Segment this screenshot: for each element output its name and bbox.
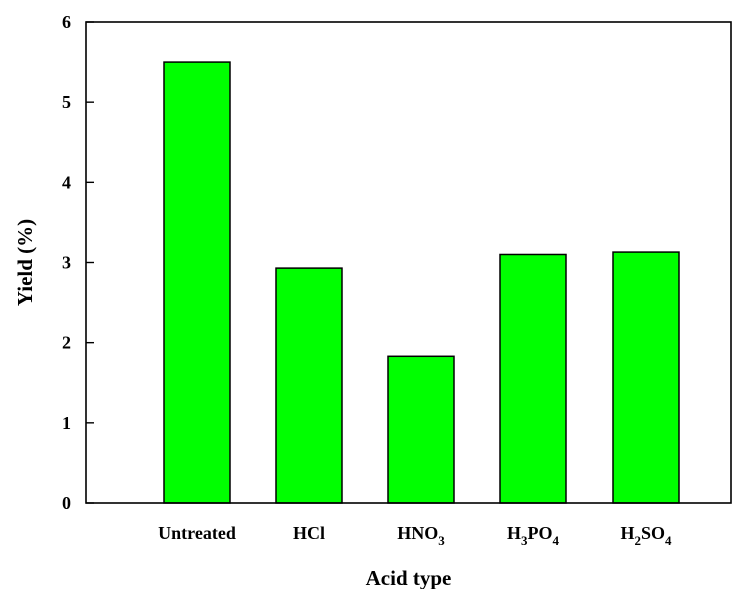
bars-group <box>163 61 680 504</box>
plot-frame <box>85 21 732 504</box>
y-tick-label-2: 2 <box>62 333 71 353</box>
bar-Untreated <box>163 61 231 504</box>
y-ticks-group: 0 1 2 3 4 5 6 <box>62 12 94 513</box>
y-tick-label-4: 4 <box>62 172 71 192</box>
x-tick-label-H3PO4: H3PO4 <box>507 523 560 548</box>
x-tick-label-Untreated: Untreated <box>158 523 236 543</box>
y-tick-label-1: 1 <box>62 413 71 433</box>
x-tick-label-H2SO4: H2SO4 <box>620 523 672 548</box>
x-axis-title: Acid type <box>366 566 452 589</box>
bar-H2SO4 <box>612 251 680 504</box>
x-tick-label-HCl: HCl <box>293 523 325 543</box>
x-tick-label-HNO3: HNO3 <box>397 523 445 548</box>
y-tick-label-3: 3 <box>62 253 71 273</box>
bar-HNO3 <box>387 355 455 504</box>
bar-HCl <box>275 267 343 504</box>
y-tick-label-5: 5 <box>62 92 71 112</box>
y-axis-title: Yield (%) <box>13 219 37 306</box>
x-labels-group: Untreated HCl HNO3 H3PO4 H2SO4 <box>158 523 672 548</box>
bar-H3PO4 <box>499 253 567 504</box>
y-tick-label-6: 6 <box>62 12 71 32</box>
y-tick-label-0: 0 <box>62 493 71 513</box>
